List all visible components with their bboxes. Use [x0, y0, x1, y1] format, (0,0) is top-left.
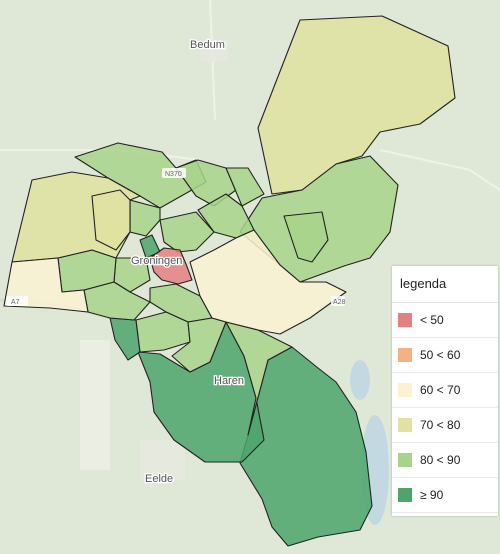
- legend-item-50-60: 50 < 60: [392, 338, 498, 373]
- district-northeast-rural[interactable]: [257, 15, 456, 195]
- district-haren-north[interactable]: [225, 321, 293, 436]
- place-label-groningen: Groningen: [131, 255, 182, 267]
- district-city-center[interactable]: [149, 247, 193, 285]
- legend-item-60-70: 60 < 70: [392, 373, 498, 408]
- legend-swatch: [398, 488, 412, 502]
- district-haren-south[interactable]: [239, 346, 373, 547]
- legend-swatch: [398, 348, 412, 362]
- place-label-eelde: Eelde: [145, 473, 173, 485]
- legend-swatch: [398, 418, 412, 432]
- road-labels: N370 A7 A28: [6, 168, 346, 306]
- place-label-bedum: Bedum: [190, 39, 225, 51]
- district-north-4[interactable]: [225, 167, 265, 207]
- legend-panel: legenda < 50 50 < 60 60 < 70 70 < 80 80 …: [392, 266, 498, 516]
- legend-label: < 50: [420, 313, 444, 327]
- district-center-ring-sw[interactable]: [83, 281, 151, 321]
- district-east-center[interactable]: [189, 229, 347, 335]
- road-label-n370: N370: [165, 171, 182, 178]
- legend-label: 50 < 60: [420, 348, 461, 362]
- place-labels: Bedum Groningen Haren Eelde: [130, 38, 245, 487]
- road-label-a28: A28: [333, 299, 346, 306]
- legend-item-80-90: 80 < 90: [392, 443, 498, 478]
- districts-lt50: [149, 247, 193, 285]
- districts-80-90: [57, 142, 399, 436]
- legend-swatch: [398, 453, 412, 467]
- legend-swatch: [398, 383, 412, 397]
- legend-item-ge90: ≥ 90: [392, 478, 498, 513]
- legend-title: legenda: [392, 266, 498, 303]
- districts-ge90: [109, 234, 373, 547]
- district-northwest-inner[interactable]: [91, 189, 131, 251]
- road-label-a7: A7: [11, 299, 20, 306]
- place-label-haren: Haren: [214, 375, 244, 387]
- legend-label: ≥ 90: [420, 488, 444, 502]
- legend-item-lt50: < 50: [392, 303, 498, 338]
- district-center-ring-n[interactable]: [159, 211, 215, 253]
- district-zernike[interactable]: [283, 211, 329, 263]
- legend-label: 70 < 80: [420, 418, 461, 432]
- legend-label: 80 < 90: [420, 453, 461, 467]
- legend-label: 60 < 70: [420, 383, 461, 397]
- legend-item-70-80: 70 < 80: [392, 408, 498, 443]
- districts-70-80: [11, 15, 456, 263]
- basemap-features: [0, 0, 500, 525]
- legend-swatch: [398, 313, 412, 327]
